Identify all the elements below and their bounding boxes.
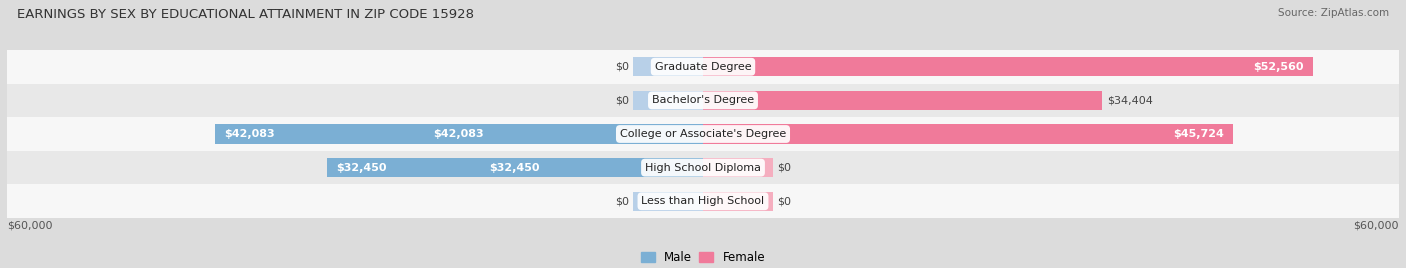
Bar	[326, 158, 703, 177]
Text: $34,404: $34,404	[1107, 95, 1153, 105]
Bar	[703, 91, 1102, 110]
Text: High School Diploma: High School Diploma	[645, 163, 761, 173]
Text: Bachelor's Degree: Bachelor's Degree	[652, 95, 754, 105]
Legend: Male, Female: Male, Female	[636, 246, 770, 268]
Bar	[7, 117, 1399, 151]
Bar	[7, 50, 1399, 84]
Text: Less than High School: Less than High School	[641, 196, 765, 206]
Text: $45,724: $45,724	[1173, 129, 1225, 139]
Bar	[703, 124, 1233, 144]
Text: $32,450: $32,450	[489, 163, 540, 173]
Text: $0: $0	[614, 95, 628, 105]
Text: $0: $0	[614, 196, 628, 206]
Bar	[633, 192, 703, 211]
Bar	[215, 124, 703, 144]
Text: $60,000: $60,000	[1354, 221, 1399, 230]
Bar	[633, 91, 703, 110]
Text: $0: $0	[778, 196, 792, 206]
Text: $0: $0	[778, 163, 792, 173]
Text: $52,560: $52,560	[1253, 62, 1303, 72]
Bar	[703, 158, 773, 177]
Text: $42,083: $42,083	[224, 129, 274, 139]
Bar	[7, 84, 1399, 117]
Bar	[703, 57, 1313, 76]
Text: $42,083: $42,083	[433, 129, 484, 139]
Text: EARNINGS BY SEX BY EDUCATIONAL ATTAINMENT IN ZIP CODE 15928: EARNINGS BY SEX BY EDUCATIONAL ATTAINMEN…	[17, 8, 474, 21]
Text: $0: $0	[614, 62, 628, 72]
Bar	[7, 151, 1399, 184]
Text: Graduate Degree: Graduate Degree	[655, 62, 751, 72]
Text: Source: ZipAtlas.com: Source: ZipAtlas.com	[1278, 8, 1389, 18]
Text: $60,000: $60,000	[7, 221, 52, 230]
Text: $32,450: $32,450	[336, 163, 387, 173]
Text: College or Associate's Degree: College or Associate's Degree	[620, 129, 786, 139]
Bar	[633, 57, 703, 76]
Bar	[7, 184, 1399, 218]
Bar	[703, 192, 773, 211]
